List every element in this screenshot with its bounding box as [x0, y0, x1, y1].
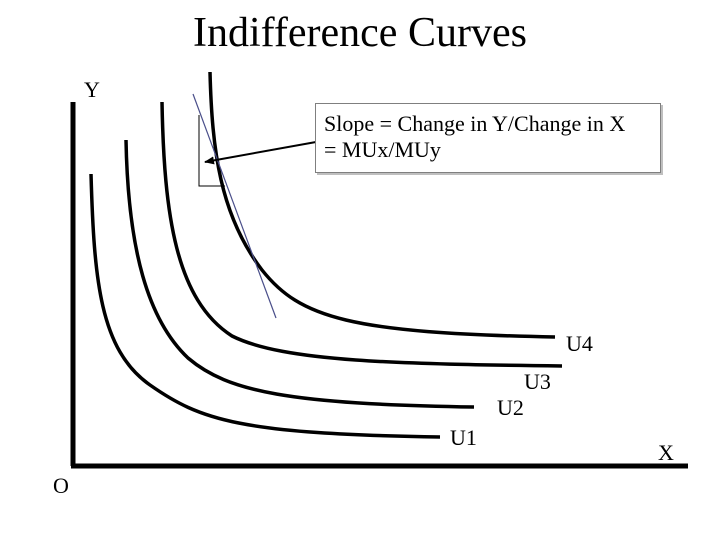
- x-axis-label: X: [658, 440, 674, 465]
- curve-label-u4: U4: [566, 331, 593, 356]
- curve-u4: [208, 71, 556, 339]
- tangent-line: [192, 93, 277, 319]
- curve-u2: [124, 139, 475, 409]
- curve-label-u1: U1: [450, 425, 477, 450]
- curve-label-u3: U3: [524, 369, 551, 394]
- curve-label-u2: U2: [497, 395, 524, 420]
- page-title: Indifference Curves: [193, 10, 527, 56]
- origin-label: O: [53, 473, 69, 498]
- callout-line-1: Slope = Change in Y/Change in X: [324, 111, 626, 136]
- slope-callout: Slope = Change in Y/Change in X = MUx/MU…: [315, 103, 661, 173]
- callout-line-2: = MUx/MUy: [324, 137, 441, 162]
- curve-u1: [89, 173, 441, 439]
- callout-arrow: [204, 141, 317, 165]
- curve-u3: [160, 101, 563, 368]
- slope-triangle: [198, 115, 225, 187]
- y-axis-label: Y: [84, 77, 100, 102]
